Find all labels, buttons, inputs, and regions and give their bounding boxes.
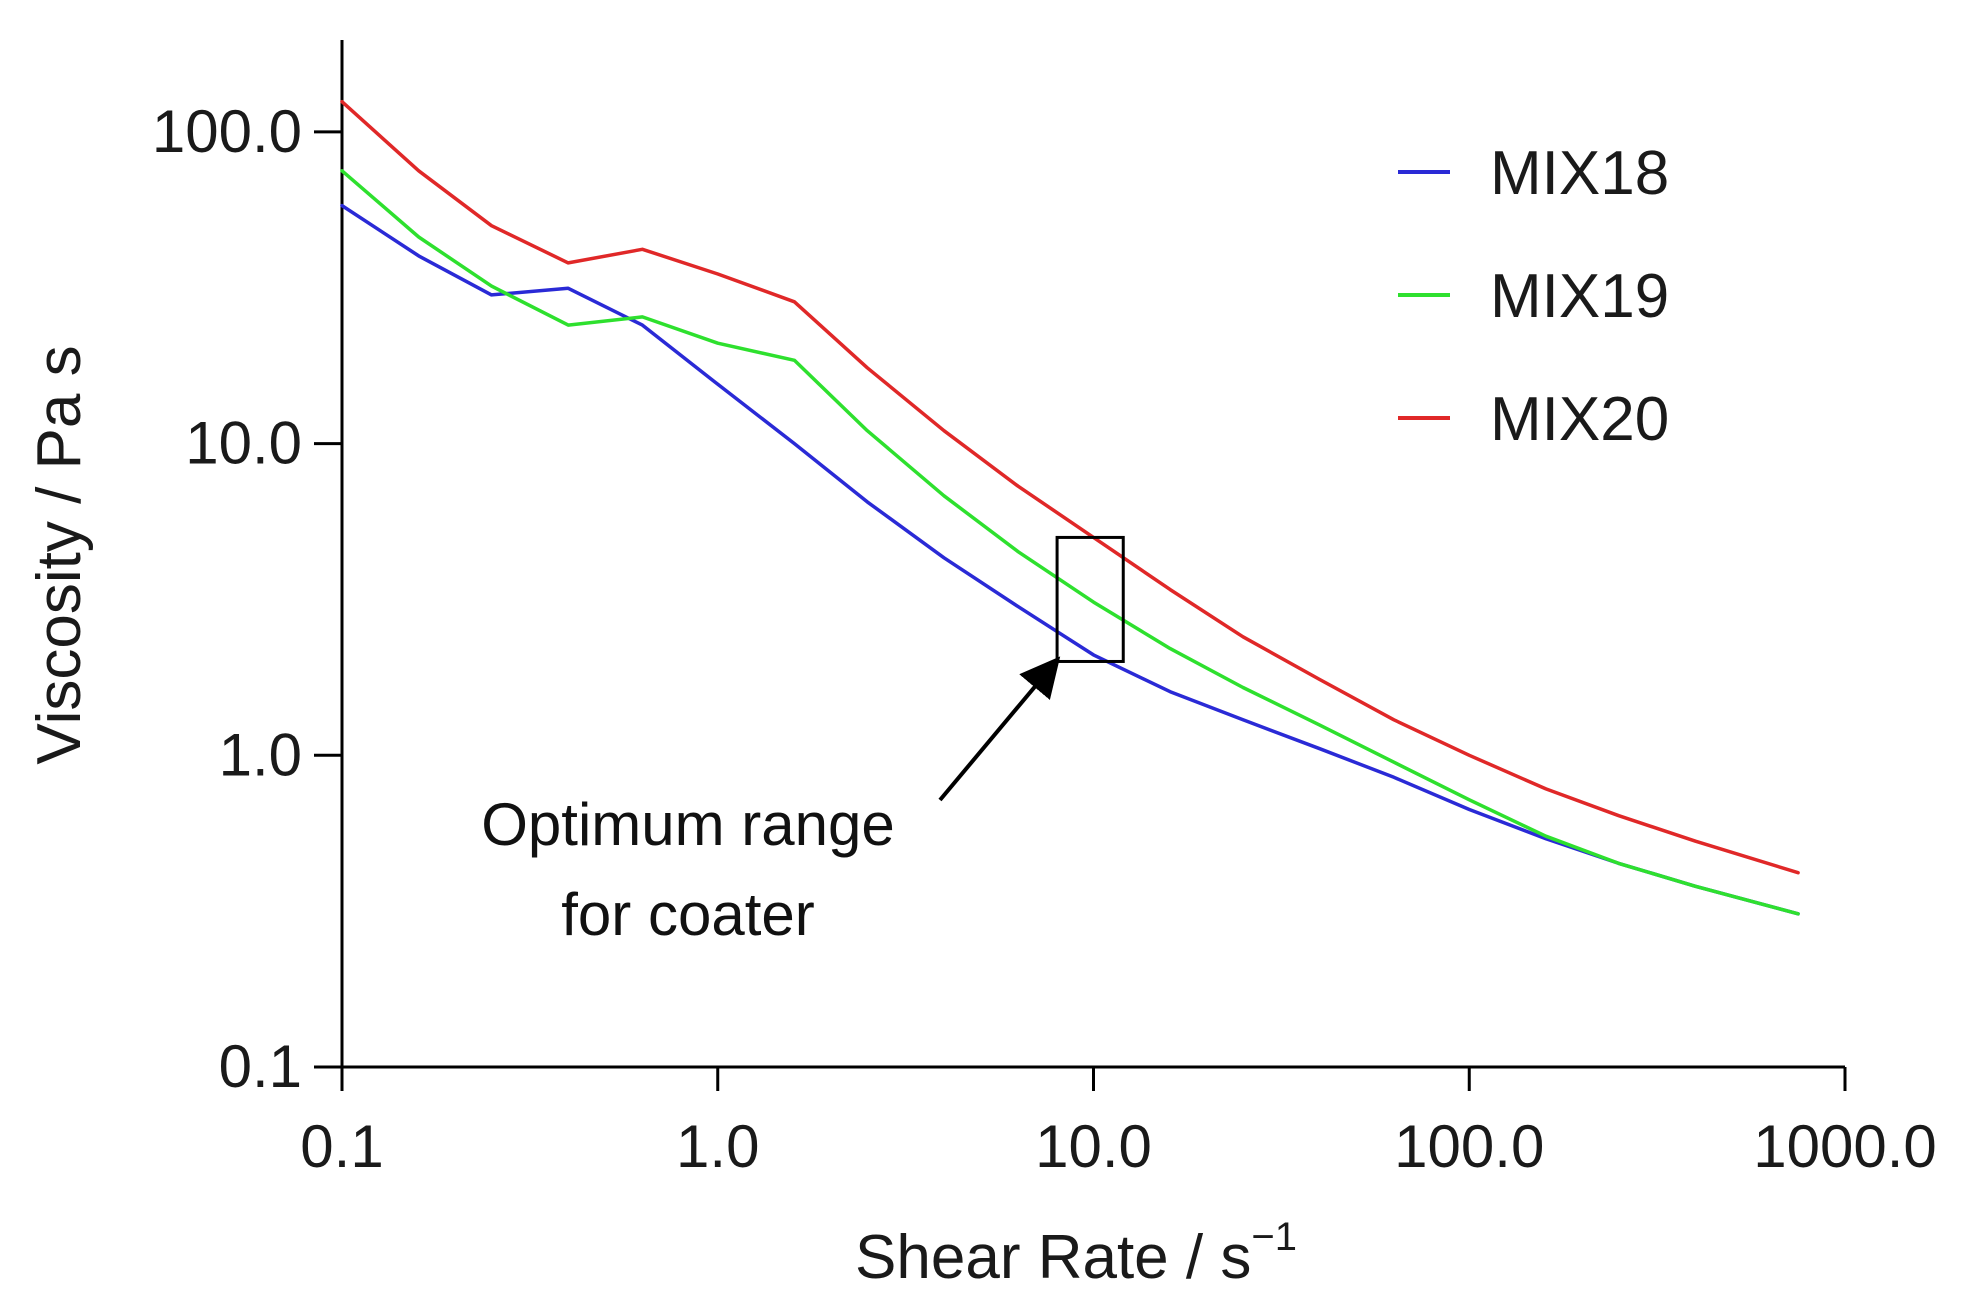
x-axis-ticks: 0.1 1.0 10.0 100.0 1000.0	[300, 1067, 1937, 1180]
legend-label-mix19: MIX19	[1490, 262, 1669, 331]
y-tick-label: 1.0	[219, 721, 302, 788]
x-tick-label: 1.0	[676, 1113, 759, 1180]
x-tick-label: 1000.0	[1753, 1113, 1937, 1180]
legend: MIX18 MIX19 MIX20	[1398, 139, 1669, 454]
x-tick-label: 0.1	[300, 1113, 383, 1180]
annotation-text-line-2: for coater	[561, 881, 814, 948]
x-axis-title: Shear Rate / s−1	[855, 1215, 1297, 1292]
y-tick-label: 0.1	[219, 1033, 302, 1100]
optimum-range-annotation: Optimum range for coater	[481, 535, 1125, 948]
optimum-range-arrow	[938, 656, 1061, 802]
annotation-text-line-1: Optimum range	[481, 791, 895, 858]
axes	[314, 40, 1845, 1069]
x-axis-title-text: Shear Rate / s	[855, 1223, 1251, 1292]
optimum-range-box	[1055, 535, 1125, 663]
y-axis-title: Viscosity / Pa s	[25, 345, 94, 764]
y-tick-label: 100.0	[152, 98, 302, 165]
x-axis-title-superscript: −1	[1251, 1215, 1297, 1259]
x-tick-label: 10.0	[1035, 1113, 1152, 1180]
y-tick-label: 10.0	[185, 410, 302, 477]
legend-label-mix18: MIX18	[1490, 139, 1669, 208]
y-axis-ticks: 0.1 1.0 10.0 100.0	[152, 98, 342, 1100]
series-line-mix20	[340, 99, 1800, 875]
legend-label-mix20: MIX20	[1490, 385, 1669, 454]
x-tick-label: 100.0	[1394, 1113, 1544, 1180]
